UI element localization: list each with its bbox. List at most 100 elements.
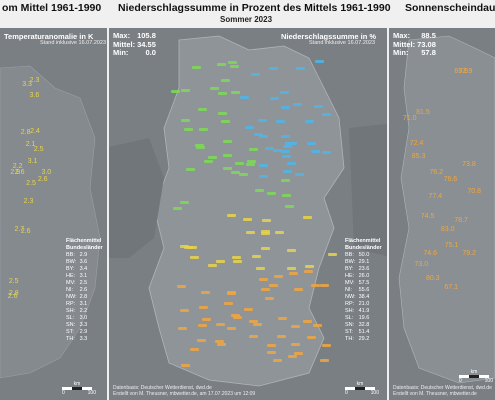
right-mean-label: Mittel: xyxy=(393,39,416,49)
center-station-mark xyxy=(281,179,291,183)
center-station-mark xyxy=(278,316,288,320)
center-map-subtitle: Sommer 2023 xyxy=(220,15,273,24)
center-legend-row: NI: 55.6 xyxy=(345,287,372,294)
right-station-label: 80.3 xyxy=(425,274,440,282)
left-station-label: 2.8 xyxy=(20,129,31,137)
temperature-anomaly-map: Temperaturanomalie in K Stand inklusive … xyxy=(0,28,107,400)
center-station-mark xyxy=(218,91,228,95)
center-station-mark xyxy=(328,253,338,257)
center-station-mark xyxy=(285,205,295,209)
center-station-mark xyxy=(181,363,191,367)
center-state-value: 38.4 xyxy=(358,294,370,300)
center-station-mark xyxy=(230,91,240,95)
center-station-mark xyxy=(313,324,323,328)
center-station-mark xyxy=(230,170,240,174)
center-station-mark xyxy=(253,322,263,326)
center-station-mark xyxy=(189,347,199,351)
center-station-mark xyxy=(294,173,304,177)
left-legend-row: HE: 3.1 xyxy=(66,273,90,280)
center-station-mark xyxy=(183,127,193,131)
center-station-mark xyxy=(268,66,278,70)
center-station-mark xyxy=(280,91,290,95)
center-station-mark xyxy=(218,112,228,116)
right-station-label: 78.7 xyxy=(454,217,468,225)
center-station-mark xyxy=(262,218,272,222)
center-station-mark xyxy=(305,120,315,124)
center-station-mark xyxy=(180,309,190,313)
center-station-mark xyxy=(197,107,207,111)
center-station-mark xyxy=(321,112,331,116)
center-state-code: HE: xyxy=(345,273,355,279)
center-station-mark xyxy=(220,120,230,124)
center-station-mark xyxy=(319,359,329,363)
center-state-code: TH: xyxy=(345,336,354,342)
center-station-mark xyxy=(250,73,260,77)
center-state-value: 57.5 xyxy=(358,280,370,286)
center-panel-title: Niederschlagssumme in % xyxy=(281,32,377,41)
center-station-mark xyxy=(286,248,296,252)
center-legend: Flächenmittel Bundesländer BB: 50.0 BW: 29.… xyxy=(345,238,382,343)
center-state-value: 32.8 xyxy=(358,322,370,328)
left-legend-row: RP: 3.1 xyxy=(66,301,90,308)
left-state-code: BW: xyxy=(66,259,77,265)
right-station-label: 67.1 xyxy=(444,284,459,292)
center-state-value: 19.6 xyxy=(358,315,370,321)
center-footer-line-2: Erstellt von M. Theusner, mbwetter.de, a… xyxy=(113,391,256,397)
center-legend-row: HE: 26.0 xyxy=(345,273,372,280)
center-state-code: BY: xyxy=(345,266,354,272)
right-min-label: Min: xyxy=(393,48,409,57)
center-station-mark xyxy=(221,79,231,83)
center-station-mark xyxy=(261,288,271,292)
left-scalebar-unit: km xyxy=(73,381,81,387)
left-station-label: 2.3 xyxy=(29,77,40,85)
center-station-mark xyxy=(281,150,291,154)
center-station-mark xyxy=(172,206,182,210)
left-state-value: 2.6 xyxy=(79,287,88,293)
center-station-mark xyxy=(207,155,217,159)
center-state-value: 21.0 xyxy=(358,301,370,307)
center-min-value: 0.0 xyxy=(145,48,156,57)
center-station-mark xyxy=(267,344,277,348)
left-map-title: om Mittel 1961-1990 xyxy=(2,2,102,14)
left-panel-stand: Stand inklusive 16.07.2023 xyxy=(40,40,107,46)
right-max-value: 88.5 xyxy=(421,31,436,40)
center-station-mark xyxy=(295,66,305,70)
left-state-code: MV: xyxy=(66,280,76,286)
right-station-label: 76.2 xyxy=(429,169,444,177)
center-station-mark xyxy=(282,154,292,158)
center-station-mark xyxy=(292,102,302,106)
center-mean-value: 34.55 xyxy=(137,39,156,49)
left-state-value: 2.2 xyxy=(79,308,88,314)
center-station-mark xyxy=(224,302,234,306)
center-legend-row: RP: 21.0 xyxy=(345,301,372,308)
center-state-code: SH: xyxy=(345,308,355,314)
center-state-code: BW: xyxy=(345,259,356,265)
center-station-mark xyxy=(287,266,297,270)
left-state-value: 2.9 xyxy=(79,329,88,335)
left-scalebar: km 0 100 xyxy=(62,381,96,396)
center-station-mark xyxy=(290,343,300,347)
center-station-mark xyxy=(249,319,259,323)
center-state-code: MV: xyxy=(345,280,355,286)
germany-outline-center xyxy=(109,35,387,387)
center-legend-row: SL: 19.6 xyxy=(345,315,372,322)
center-state-code: NW: xyxy=(345,294,356,300)
right-station-label: 69.9 xyxy=(454,67,468,75)
left-state-value: 2.8 xyxy=(79,294,88,300)
center-scalebar: km 0 100 xyxy=(345,381,379,396)
center-station-mark xyxy=(239,96,249,100)
center-station-mark xyxy=(222,139,232,143)
center-station-mark xyxy=(238,172,248,176)
left-station-label: 3.3 xyxy=(22,80,32,88)
center-state-value: 26.0 xyxy=(358,273,370,279)
left-legend-row: NI: 2.6 xyxy=(66,287,90,294)
center-station-mark xyxy=(303,216,313,220)
center-max-label: Max: xyxy=(113,31,131,40)
center-station-mark xyxy=(260,247,270,250)
center-mean-label: Mittel: xyxy=(113,39,136,49)
center-station-mark xyxy=(216,343,226,347)
center-station-mark xyxy=(244,126,254,130)
center-state-code: SN: xyxy=(345,322,355,328)
center-station-mark xyxy=(261,231,271,235)
left-legend-row: SN: 3.3 xyxy=(66,322,90,329)
